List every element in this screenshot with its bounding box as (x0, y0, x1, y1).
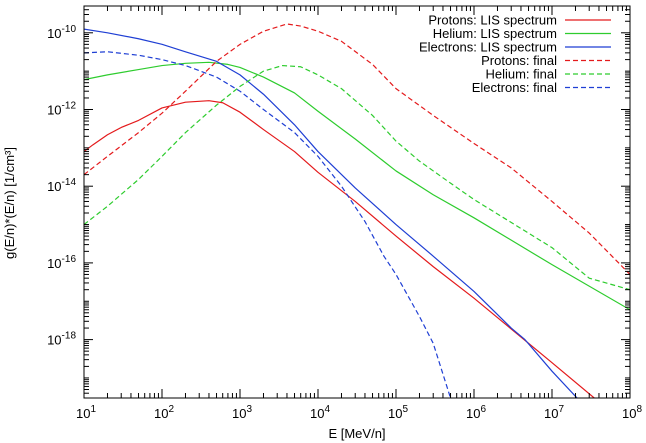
y-axis-label: g(E/n)*(E/n) [1/cm³] (2, 147, 17, 259)
y-tick-label: 10-10 (47, 24, 76, 41)
x-tick-label: 101 (76, 404, 96, 421)
y-tick-label: 10-16 (47, 254, 76, 271)
series-line-4 (84, 23, 630, 275)
x-tick-label: 104 (310, 404, 330, 421)
series-line-3 (84, 28, 578, 398)
plot-frame (83, 5, 631, 399)
x-tick-label: 103 (232, 404, 252, 421)
series-line-1 (84, 100, 596, 398)
x-tick-label: 108 (622, 404, 642, 421)
y-tick-label: 10-14 (47, 177, 76, 194)
series-line-2 (84, 61, 630, 311)
x-axis-label: E [MeV/n] (328, 426, 385, 441)
x-tick-label: 107 (544, 404, 564, 421)
legend-label: Helium: LIS spectrum (433, 26, 557, 41)
y-tick-label: 10-18 (47, 331, 76, 348)
series-line-5 (84, 64, 630, 291)
legend-label: Electrons: LIS spectrum (419, 40, 557, 55)
legend-label: Helium: final (485, 67, 557, 82)
legend-label: Electrons: final (472, 80, 557, 95)
x-tick-label: 105 (388, 404, 408, 421)
y-tick-label: 10-12 (47, 101, 76, 118)
x-tick-label: 102 (154, 404, 174, 421)
legend-label: Protons: LIS spectrum (428, 13, 557, 28)
x-tick-label: 106 (466, 404, 486, 421)
legend-label: Protons: final (481, 53, 557, 68)
